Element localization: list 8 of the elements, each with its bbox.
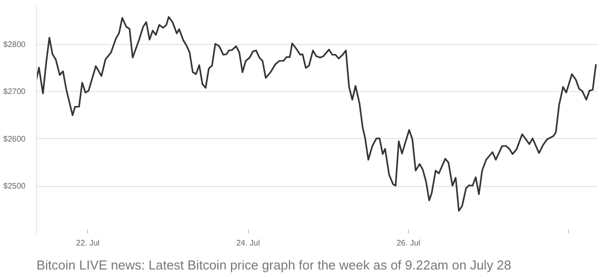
y-tick-label: $2700 (3, 87, 26, 96)
y-tick-label: $2800 (3, 40, 26, 49)
y-tick-label: $2600 (3, 134, 26, 144)
x-tick-label: 26. Jul (396, 238, 420, 248)
x-tick-label: 24. Jul (236, 238, 260, 248)
text: Bitcoin LIVE news: Latest Bitcoin price graph for the week as of 9.22am on July 28 (36, 258, 512, 272)
x-tick-label: 22. Jul (76, 238, 100, 248)
y-tick-label: $2500 (3, 182, 26, 191)
